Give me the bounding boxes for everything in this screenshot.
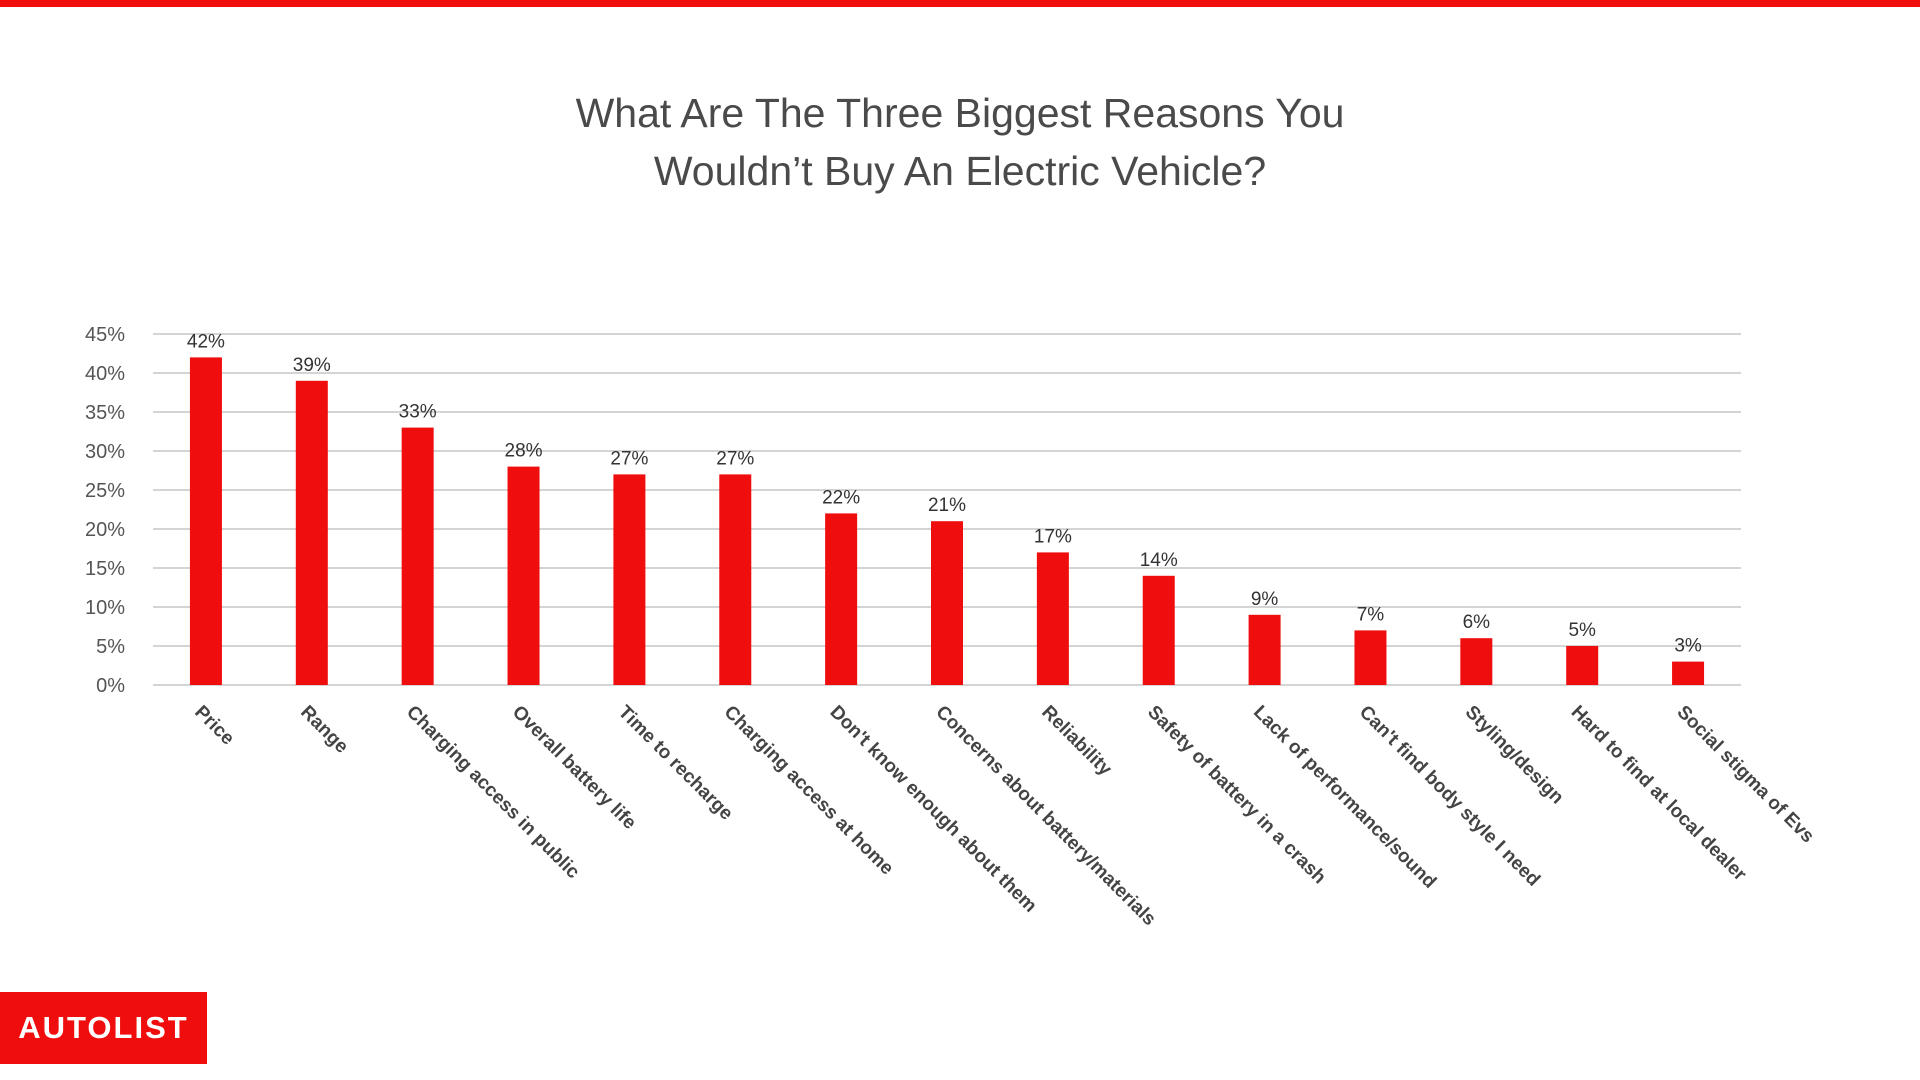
bar: [1142, 575, 1175, 685]
y-tick-label: 10%: [85, 597, 125, 619]
chart-title-line-1: What Are The Three Biggest Reasons You: [575, 90, 1345, 136]
bar: [189, 357, 222, 685]
top-accent-bar: [0, 0, 1920, 7]
bar: [1672, 661, 1705, 685]
x-tick-label: Price: [190, 702, 238, 750]
bar: [825, 513, 858, 685]
x-tick-label: Reliability: [1037, 702, 1116, 781]
bar: [1460, 638, 1493, 685]
y-tick-label: 5%: [96, 636, 125, 658]
y-tick-label: 30%: [85, 441, 125, 463]
x-tick-label: Charging access at home: [720, 702, 898, 880]
x-tick-label: Hard to find at local dealer: [1567, 702, 1751, 886]
x-tick-label: Charging access in public: [402, 702, 584, 884]
data-label: 33%: [399, 402, 437, 423]
bar: [295, 380, 328, 685]
y-tick-label: 40%: [85, 363, 125, 385]
x-tick-label: Can't find body style I need: [1355, 702, 1544, 891]
bar: [719, 474, 752, 685]
data-label: 27%: [610, 448, 648, 469]
x-tick-label: Range: [296, 702, 352, 758]
data-label: 3%: [1674, 636, 1702, 657]
bar: [613, 474, 646, 685]
y-tick-label: 35%: [85, 402, 125, 424]
bar: [931, 521, 963, 685]
y-tick-label: 45%: [85, 324, 125, 346]
x-tick-label: Styling/design: [1461, 702, 1568, 809]
data-label: 6%: [1463, 612, 1491, 633]
data-label: 39%: [293, 355, 331, 376]
y-tick-label: 20%: [85, 519, 125, 541]
x-tick-label: Concerns about battery/materials: [931, 702, 1159, 930]
data-label: 14%: [1140, 550, 1178, 571]
x-tick-label: Safety of battery in a crash: [1143, 702, 1330, 889]
y-tick-label: 15%: [85, 558, 125, 580]
data-label: 9%: [1251, 589, 1279, 610]
bar: [1566, 646, 1599, 685]
x-tick-label: Lack of performance/sound: [1249, 702, 1440, 893]
bar: [507, 466, 540, 685]
data-label: 5%: [1568, 620, 1596, 641]
chart-title-line-2: Wouldn’t Buy An Electric Vehicle?: [653, 148, 1267, 194]
autolist-logo: AUTOLIST: [0, 992, 207, 1064]
data-label: 42%: [187, 331, 225, 352]
bar: [401, 427, 434, 685]
chart-title: What Are The Three Biggest Reasons You W…: [0, 84, 1920, 200]
bar: [1354, 630, 1387, 685]
data-label: 27%: [716, 448, 754, 469]
x-tick-label: Don't know enough about them: [826, 702, 1041, 917]
x-tick-label: Time to recharge: [614, 702, 737, 825]
data-label: 21%: [928, 495, 966, 516]
data-label: 17%: [1034, 526, 1072, 547]
data-label: 28%: [505, 441, 543, 462]
bar: [1036, 552, 1069, 685]
y-tick-label: 25%: [85, 480, 125, 502]
data-label: 7%: [1357, 604, 1385, 625]
data-label: 22%: [822, 487, 860, 508]
y-tick-label: 0%: [96, 675, 125, 697]
bar: [1248, 614, 1281, 685]
